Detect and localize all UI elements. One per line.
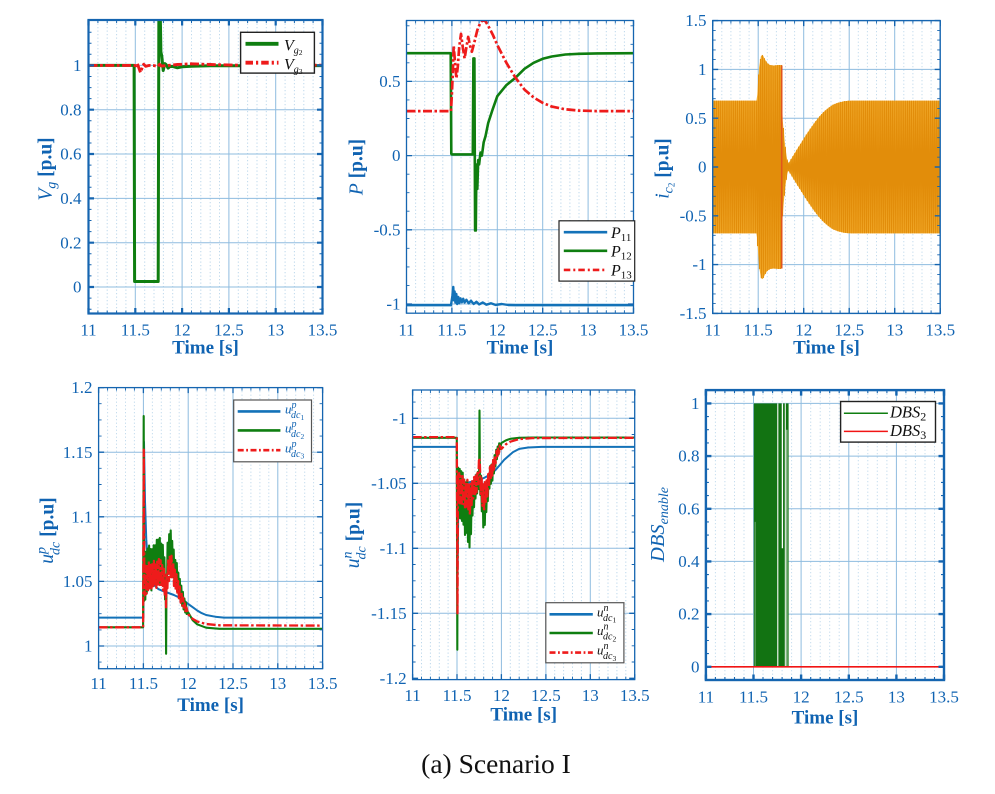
svg-text:1.05: 1.05	[63, 572, 93, 591]
svg-text:13: 13	[580, 321, 597, 340]
svg-text:12.5: 12.5	[528, 321, 558, 340]
svg-text:12.5: 12.5	[214, 321, 244, 340]
svg-text:12.5: 12.5	[218, 674, 248, 693]
svg-text:-1.1: -1.1	[380, 539, 407, 558]
svg-text:0.8: 0.8	[60, 100, 81, 119]
svg-text:-0.5: -0.5	[680, 206, 707, 225]
svg-text:0.8: 0.8	[678, 447, 699, 466]
svg-text:-1: -1	[692, 255, 706, 274]
svg-text:11.5: 11.5	[129, 674, 158, 693]
svg-text:0.6: 0.6	[678, 499, 699, 518]
svg-text:1: 1	[698, 60, 707, 79]
svg-text:13: 13	[267, 321, 284, 340]
svg-text:updc [p.u]: updc [p.u]	[35, 497, 64, 563]
svg-text:12: 12	[180, 674, 197, 693]
svg-text:Time [s]: Time [s]	[172, 338, 239, 359]
svg-text:1.15: 1.15	[63, 443, 93, 462]
svg-text:undc [p.u]: undc [p.u]	[341, 502, 370, 568]
svg-text:DBSenable: DBSenable	[647, 487, 672, 563]
svg-text:Time [s]: Time [s]	[177, 695, 244, 716]
svg-text:11.5: 11.5	[442, 686, 471, 705]
svg-text:13.5: 13.5	[929, 688, 959, 707]
svg-text:Time [s]: Time [s]	[793, 338, 860, 359]
svg-text:(a) Scenario I: (a) Scenario I	[421, 748, 571, 779]
svg-text:13.5: 13.5	[619, 321, 649, 340]
svg-text:13.5: 13.5	[308, 321, 338, 340]
svg-text:11: 11	[705, 321, 721, 340]
svg-text:-0.5: -0.5	[374, 220, 401, 239]
svg-text:1: 1	[73, 56, 82, 75]
svg-text:0.5: 0.5	[379, 72, 400, 91]
svg-text:P [p.u]: P [p.u]	[347, 139, 368, 196]
svg-text:-1.5: -1.5	[680, 304, 707, 323]
svg-text:11.5: 11.5	[739, 688, 768, 707]
svg-text:-1: -1	[386, 295, 400, 314]
svg-text:11: 11	[80, 321, 96, 340]
svg-text:0.2: 0.2	[60, 233, 81, 252]
svg-text:11: 11	[398, 321, 414, 340]
svg-text:12: 12	[174, 321, 191, 340]
svg-text:12.5: 12.5	[834, 688, 864, 707]
svg-text:11.5: 11.5	[437, 321, 466, 340]
svg-text:0: 0	[392, 146, 401, 165]
svg-text:1: 1	[691, 394, 700, 413]
svg-text:11.5: 11.5	[121, 321, 150, 340]
svg-text:11: 11	[698, 688, 714, 707]
svg-text:13.5: 13.5	[308, 674, 338, 693]
svg-text:DBS2: DBS2	[889, 403, 926, 424]
svg-text:DBS3: DBS3	[889, 421, 926, 442]
svg-text:11.5: 11.5	[744, 321, 773, 340]
svg-text:0.4: 0.4	[60, 189, 82, 208]
svg-text:12: 12	[493, 686, 510, 705]
svg-text:0: 0	[691, 657, 700, 676]
svg-text:Vg [p.u]: Vg [p.u]	[36, 137, 60, 200]
svg-text:11: 11	[90, 674, 106, 693]
svg-text:0.6: 0.6	[60, 145, 81, 164]
svg-text:ic2 [p.u]: ic2 [p.u]	[653, 138, 677, 199]
svg-text:13.5: 13.5	[925, 321, 955, 340]
svg-text:1.1: 1.1	[71, 507, 92, 526]
svg-text:1.5: 1.5	[685, 11, 706, 30]
svg-text:0.5: 0.5	[685, 109, 706, 128]
svg-text:12: 12	[793, 688, 810, 707]
svg-text:0: 0	[698, 158, 707, 177]
svg-text:0: 0	[73, 278, 82, 297]
svg-text:11: 11	[404, 686, 420, 705]
svg-text:12.5: 12.5	[531, 686, 561, 705]
svg-text:13: 13	[886, 321, 903, 340]
svg-text:1: 1	[84, 637, 93, 656]
svg-text:12: 12	[489, 321, 506, 340]
svg-text:12.5: 12.5	[834, 321, 864, 340]
svg-text:13: 13	[582, 686, 599, 705]
svg-text:-1.05: -1.05	[371, 474, 406, 493]
svg-text:13: 13	[269, 674, 286, 693]
svg-text:Time [s]: Time [s]	[487, 338, 554, 359]
svg-text:0.2: 0.2	[678, 605, 699, 624]
svg-text:Time [s]: Time [s]	[792, 708, 859, 729]
svg-text:-1: -1	[392, 409, 406, 428]
svg-text:12: 12	[795, 321, 812, 340]
svg-text:1.2: 1.2	[71, 378, 92, 397]
svg-text:0.4: 0.4	[678, 552, 700, 571]
svg-text:13.5: 13.5	[620, 686, 650, 705]
svg-text:-1.2: -1.2	[380, 669, 407, 688]
svg-text:Time [s]: Time [s]	[490, 705, 557, 726]
svg-text:13: 13	[888, 688, 905, 707]
svg-text:-1.15: -1.15	[371, 604, 406, 623]
